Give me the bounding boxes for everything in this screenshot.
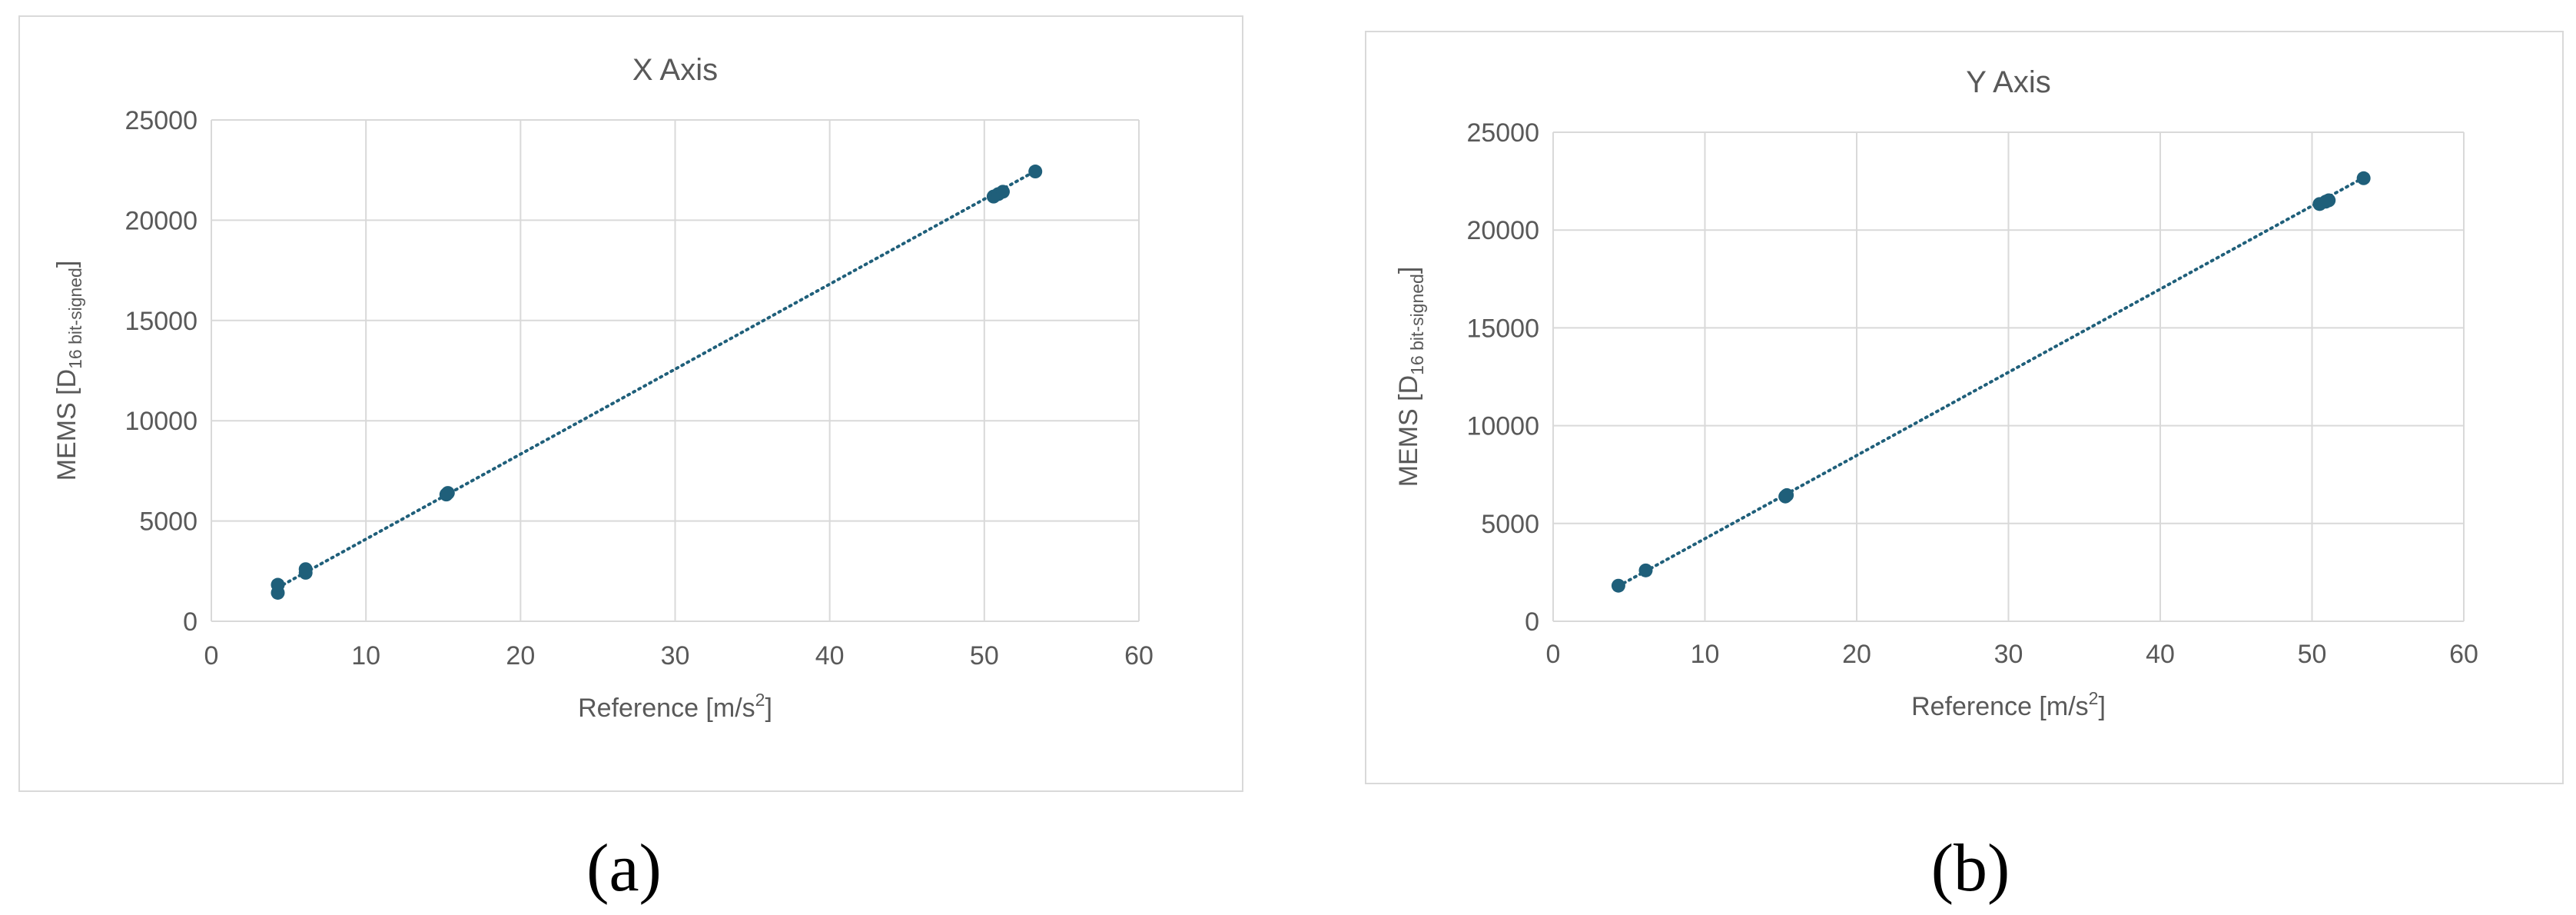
data-point	[1780, 487, 1794, 502]
chart-panel-x-axis: X Axis 0 5000 10000 15000 20000 25000 0 10 20 30 40…	[18, 15, 1243, 792]
x-tick-label: 20	[506, 641, 535, 670]
chart-title: Y Axis	[1966, 65, 2050, 99]
x-tick-label: 20	[1842, 640, 1871, 669]
y-tick-label: 0	[1525, 607, 1539, 637]
data-point	[995, 185, 1010, 199]
x-tick-label: 40	[2146, 640, 2175, 669]
data-point	[298, 562, 313, 577]
data-point	[1028, 165, 1043, 179]
chart-title: X Axis	[632, 53, 718, 87]
x-tick-label: 0	[204, 641, 219, 670]
x-tick-label: 60	[2449, 640, 2478, 669]
y-tick-label: 20000	[1466, 216, 1539, 245]
chart-x-axis: X Axis 0 5000 10000 15000 20000 25000 0 10 20 30 40…	[52, 53, 1154, 723]
subfigure-label-b: (b)	[1930, 831, 2010, 906]
chart-panel-y-axis: Y Axis 0 5000 10000 15000 20000 25000 0 10 20 30 40…	[1365, 31, 2564, 784]
x-tick-label: 10	[351, 641, 380, 670]
data-point	[1611, 578, 1625, 593]
subfigure-label-a: (a)	[586, 831, 662, 906]
trendline	[276, 169, 1037, 590]
x-tick-label: 30	[661, 641, 690, 670]
trendline	[1616, 176, 2365, 588]
x-tick-label: 50	[2298, 640, 2327, 669]
data-point	[271, 577, 285, 592]
y-tick-label: 5000	[139, 507, 198, 537]
x-tick-label: 50	[970, 641, 999, 670]
y-tick-label: 15000	[1466, 314, 1539, 343]
x-axis-title: Reference [m/s2]	[578, 690, 772, 723]
chart-y-axis: Y Axis 0 5000 10000 15000 20000 25000 0 10 20 30 40…	[1394, 65, 2478, 721]
data-point	[1638, 563, 1653, 577]
x-tick-label: 40	[815, 641, 845, 670]
y-tick-label: 25000	[1466, 118, 1539, 148]
y-tick-label: 20000	[124, 206, 198, 235]
y-tick-label: 15000	[124, 307, 198, 336]
y-tick-label: 5000	[1481, 510, 1539, 539]
y-tick-label: 25000	[124, 106, 198, 135]
y-axis-title: MEMS [D16 bit-signed]	[1394, 267, 1427, 487]
y-tick-label: 0	[183, 607, 198, 637]
x-tick-label: 0	[1546, 640, 1561, 669]
x-axis-title: Reference [m/s2]	[1911, 688, 2106, 721]
data-point	[2356, 171, 2371, 185]
x-tick-label: 10	[1691, 640, 1720, 669]
y-tick-label: 10000	[124, 407, 198, 436]
x-tick-label: 30	[1994, 640, 2023, 669]
data-point	[2322, 193, 2336, 208]
data-point	[440, 486, 455, 501]
y-axis-title: MEMS [D16 bit-signed]	[52, 261, 85, 481]
y-tick-label: 10000	[1466, 412, 1539, 441]
x-tick-label: 60	[1124, 641, 1154, 670]
